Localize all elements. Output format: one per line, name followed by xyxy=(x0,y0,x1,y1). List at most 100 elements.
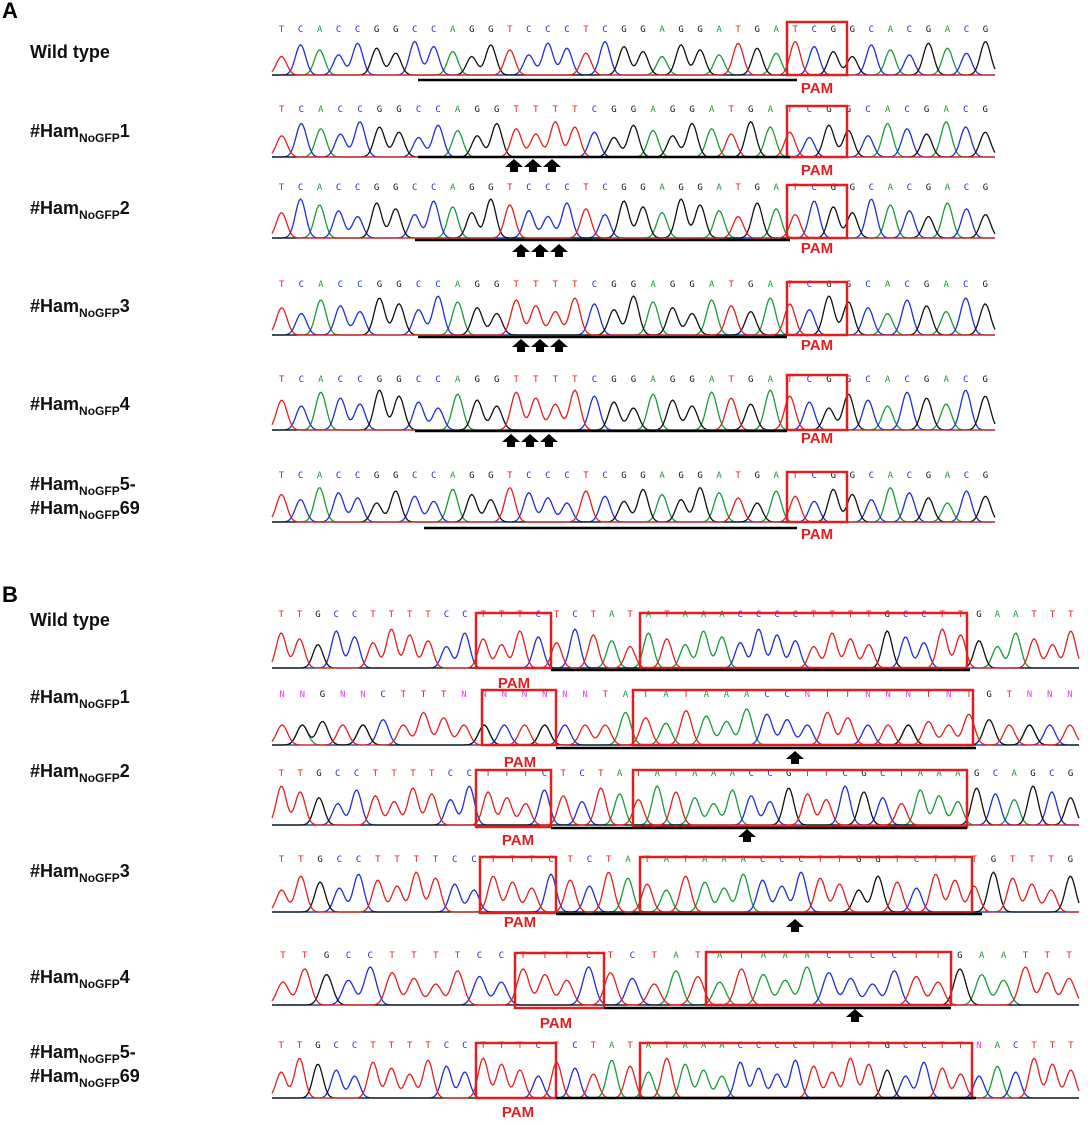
base-call: T xyxy=(542,951,548,961)
pam-label: PAM xyxy=(801,80,833,97)
label-text: #Ham xyxy=(30,474,79,494)
base-call: A xyxy=(1012,769,1018,779)
base-call: C xyxy=(380,690,385,700)
base-call: G xyxy=(697,471,702,481)
base-call: G xyxy=(678,25,683,35)
row-label: #HamNoGFP5- xyxy=(30,474,136,498)
trace xyxy=(272,202,995,239)
base-call: C xyxy=(865,105,870,115)
base-call: G xyxy=(1068,855,1073,865)
base-call: G xyxy=(670,375,675,385)
base-call: T xyxy=(553,280,559,290)
base-call: C xyxy=(587,855,592,865)
base-call: C xyxy=(536,610,541,620)
base-call: C xyxy=(914,855,919,865)
base-call: A xyxy=(659,471,665,481)
base-call: C xyxy=(548,855,553,865)
base-call: T xyxy=(591,610,597,620)
highlight-box xyxy=(478,855,558,915)
base-call: T xyxy=(278,610,284,620)
base-call: A xyxy=(317,25,323,35)
base-call: A xyxy=(721,855,727,865)
mutation-arrow xyxy=(531,244,549,257)
base-call: T xyxy=(683,690,689,700)
base-call: G xyxy=(826,375,831,385)
base-call: T xyxy=(425,610,431,620)
base-call: G xyxy=(324,951,329,961)
base-call: T xyxy=(598,769,604,779)
base-call: T xyxy=(866,1041,872,1051)
base-call: A xyxy=(625,855,631,865)
base-call: T xyxy=(279,280,285,290)
base-call: G xyxy=(393,25,398,35)
label-subscript: NoGFP xyxy=(79,977,120,991)
base-call: A xyxy=(716,25,722,35)
base-call: G xyxy=(754,471,759,481)
base-call: A xyxy=(979,951,985,961)
base-call: C xyxy=(435,375,440,385)
base-call: G xyxy=(1068,769,1073,779)
base-call: T xyxy=(971,855,977,865)
base-call: G xyxy=(983,183,988,193)
base-call: C xyxy=(903,1041,908,1051)
base-call: G xyxy=(689,280,694,290)
base-call: T xyxy=(279,105,285,115)
base-call: C xyxy=(564,183,569,193)
base-call: A xyxy=(741,855,747,865)
base-call: C xyxy=(338,375,343,385)
base-call: C xyxy=(467,769,472,779)
base-call: G xyxy=(469,25,474,35)
base-call: C xyxy=(592,105,597,115)
base-call: A xyxy=(995,1041,1001,1051)
base-call: T xyxy=(895,855,901,865)
base-call: G xyxy=(856,855,861,865)
row-label: #HamNoGFP69 xyxy=(30,498,140,522)
trace xyxy=(272,47,995,76)
base-call: A xyxy=(943,280,949,290)
base-call: G xyxy=(621,183,626,193)
base-call: G xyxy=(974,769,979,779)
highlight-box xyxy=(785,373,849,432)
mutation-arrow xyxy=(786,919,804,932)
base-call: G xyxy=(315,610,320,620)
base-call: C xyxy=(869,25,874,35)
base-call: T xyxy=(279,183,285,193)
base-call: A xyxy=(773,471,779,481)
base-call: T xyxy=(279,769,285,779)
base-call: A xyxy=(936,769,942,779)
trace xyxy=(271,487,995,523)
base-call: C xyxy=(545,183,550,193)
base-call: T xyxy=(651,951,657,961)
base-call: T xyxy=(926,690,932,700)
base-call: T xyxy=(533,280,539,290)
base-call: T xyxy=(553,375,559,385)
base-call: C xyxy=(903,610,908,620)
base-call: T xyxy=(1045,951,1051,961)
base-call: T xyxy=(583,183,589,193)
base-call: T xyxy=(389,610,395,620)
base-call: T xyxy=(627,610,633,620)
base-call: T xyxy=(958,610,964,620)
base-call: T xyxy=(499,610,505,620)
base-call: T xyxy=(529,855,535,865)
row-label: #HamNoGFP1 xyxy=(30,687,130,711)
base-call: G xyxy=(678,471,683,481)
label-text: 5- xyxy=(120,474,136,494)
base-call: T xyxy=(643,690,649,700)
base-call: A xyxy=(654,769,660,779)
trace xyxy=(271,628,1080,669)
base-call: C xyxy=(572,1041,577,1051)
base-call: C xyxy=(334,610,339,620)
base-call: T xyxy=(561,769,567,779)
pam-label: PAM xyxy=(801,240,833,257)
label-subscript: NoGFP xyxy=(79,1076,120,1090)
base-call: C xyxy=(526,471,531,481)
base-call: C xyxy=(444,610,449,620)
base-call: G xyxy=(631,375,636,385)
label-text: #Ham xyxy=(30,296,79,316)
base-call: C xyxy=(630,951,635,961)
base-call: A xyxy=(664,855,670,865)
base-call: T xyxy=(504,769,510,779)
base-call: A xyxy=(716,183,722,193)
base-call: T xyxy=(627,1041,633,1051)
